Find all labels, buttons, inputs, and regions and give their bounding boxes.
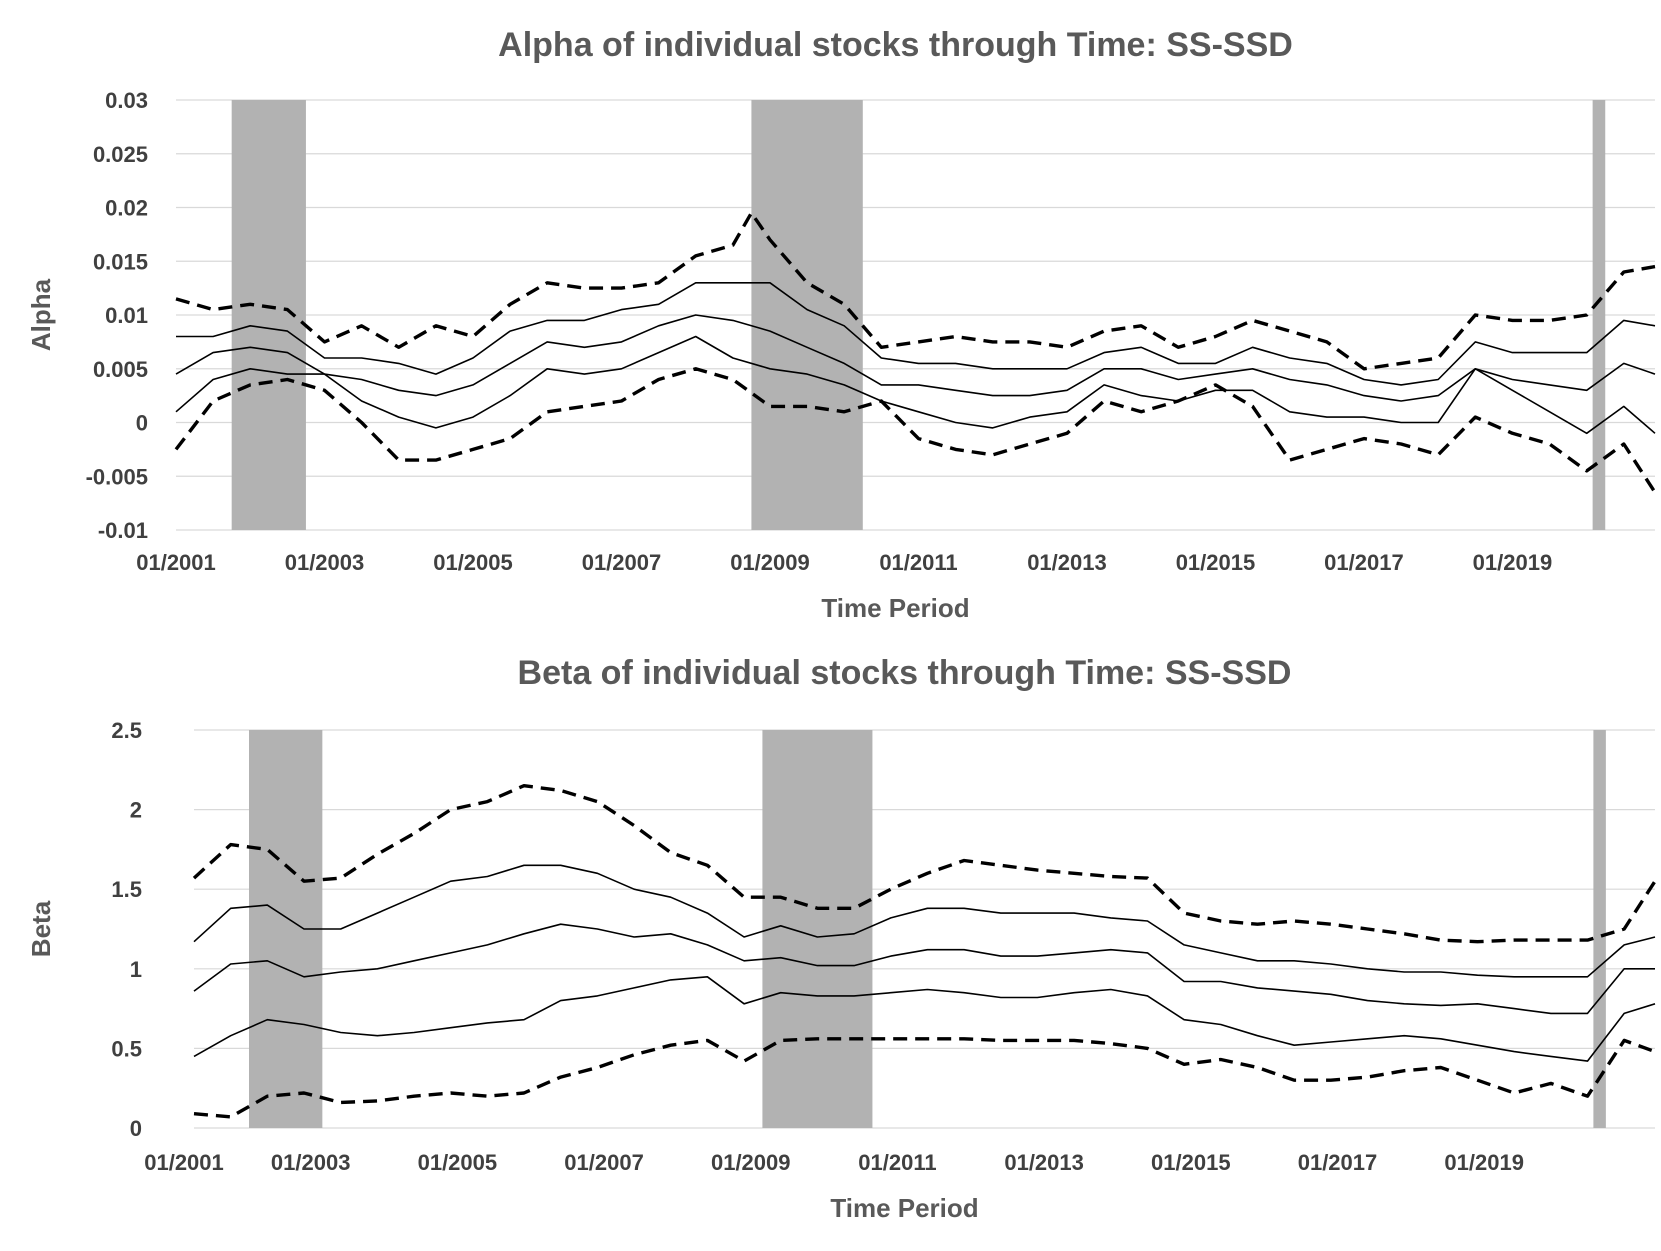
y-tick-label: 0 (136, 411, 148, 436)
x-tick-label: 01/2011 (879, 550, 957, 575)
x-tick-label: 01/2013 (1004, 1150, 1084, 1175)
y-tick-label: 0.025 (93, 142, 148, 167)
recession-band (751, 100, 863, 530)
y-tick-label: 2 (130, 798, 142, 823)
x-tick-label: 01/2019 (1473, 550, 1553, 575)
series-line-upper-dashed (175, 211, 1656, 371)
series-line-lower-dashed (174, 367, 1657, 494)
y-axis-title: Beta (26, 900, 56, 957)
x-tick-label: 01/2003 (271, 1150, 351, 1175)
x-tick-label: 01/2011 (858, 1150, 936, 1175)
x-axis-title: Time Period (830, 1193, 978, 1223)
y-tick-label: 0.01 (105, 303, 148, 328)
series-line-lower-dashed (193, 1037, 1656, 1119)
series-line-lower-solid (175, 335, 1656, 435)
y-tick-label: 0.02 (105, 196, 148, 221)
series-line-upper-dashed (192, 784, 1657, 944)
recession-band (1593, 730, 1606, 1128)
x-tick-label: 01/2009 (730, 550, 810, 575)
recession-band (762, 730, 873, 1128)
x-tick-label: 01/2017 (1298, 1150, 1378, 1175)
x-tick-label: 01/2015 (1151, 1150, 1231, 1175)
y-tick-label: 1.5 (111, 877, 142, 902)
y-tick-label: 0 (130, 1116, 142, 1141)
x-tick-label: 01/2017 (1324, 550, 1404, 575)
x-tick-label: 01/2001 (136, 550, 216, 575)
y-axis-title: Alpha (26, 278, 56, 351)
y-tick-label: 0.015 (93, 249, 148, 274)
y-tick-label: 0.005 (93, 357, 148, 382)
x-tick-label: 01/2009 (711, 1150, 791, 1175)
alpha-chart: Alpha of individual stocks through Time:… (26, 26, 1657, 623)
x-axis-title: Time Period (821, 593, 969, 623)
x-tick-label: 01/2001 (144, 1150, 224, 1175)
x-tick-label: 01/2007 (564, 1150, 644, 1175)
x-tick-label: 01/2019 (1444, 1150, 1524, 1175)
beta-chart: Beta of individual stocks through Time: … (26, 654, 1657, 1223)
series-line-median-solid (193, 923, 1655, 1015)
x-tick-label: 01/2013 (1027, 550, 1107, 575)
x-tick-label: 01/2005 (418, 1150, 498, 1175)
chart-title: Beta of individual stocks through Time: … (518, 654, 1292, 692)
y-tick-label: -0.005 (86, 464, 148, 489)
y-tick-label: 1 (130, 957, 142, 982)
series-line-upper-solid (176, 282, 1656, 386)
chart-title: Alpha of individual stocks through Time:… (498, 26, 1293, 64)
y-tick-label: -0.01 (98, 518, 148, 543)
series-line-median-solid (175, 314, 1656, 402)
series-line-lower-solid (193, 976, 1656, 1062)
x-tick-label: 01/2005 (433, 550, 513, 575)
y-tick-label: 0.03 (105, 88, 148, 113)
series-line-upper-solid (193, 864, 1656, 978)
y-tick-label: 2.5 (111, 718, 142, 743)
x-tick-label: 01/2015 (1176, 550, 1256, 575)
x-tick-label: 01/2007 (582, 550, 662, 575)
x-tick-label: 01/2003 (285, 550, 365, 575)
y-tick-label: 0.5 (111, 1036, 142, 1061)
